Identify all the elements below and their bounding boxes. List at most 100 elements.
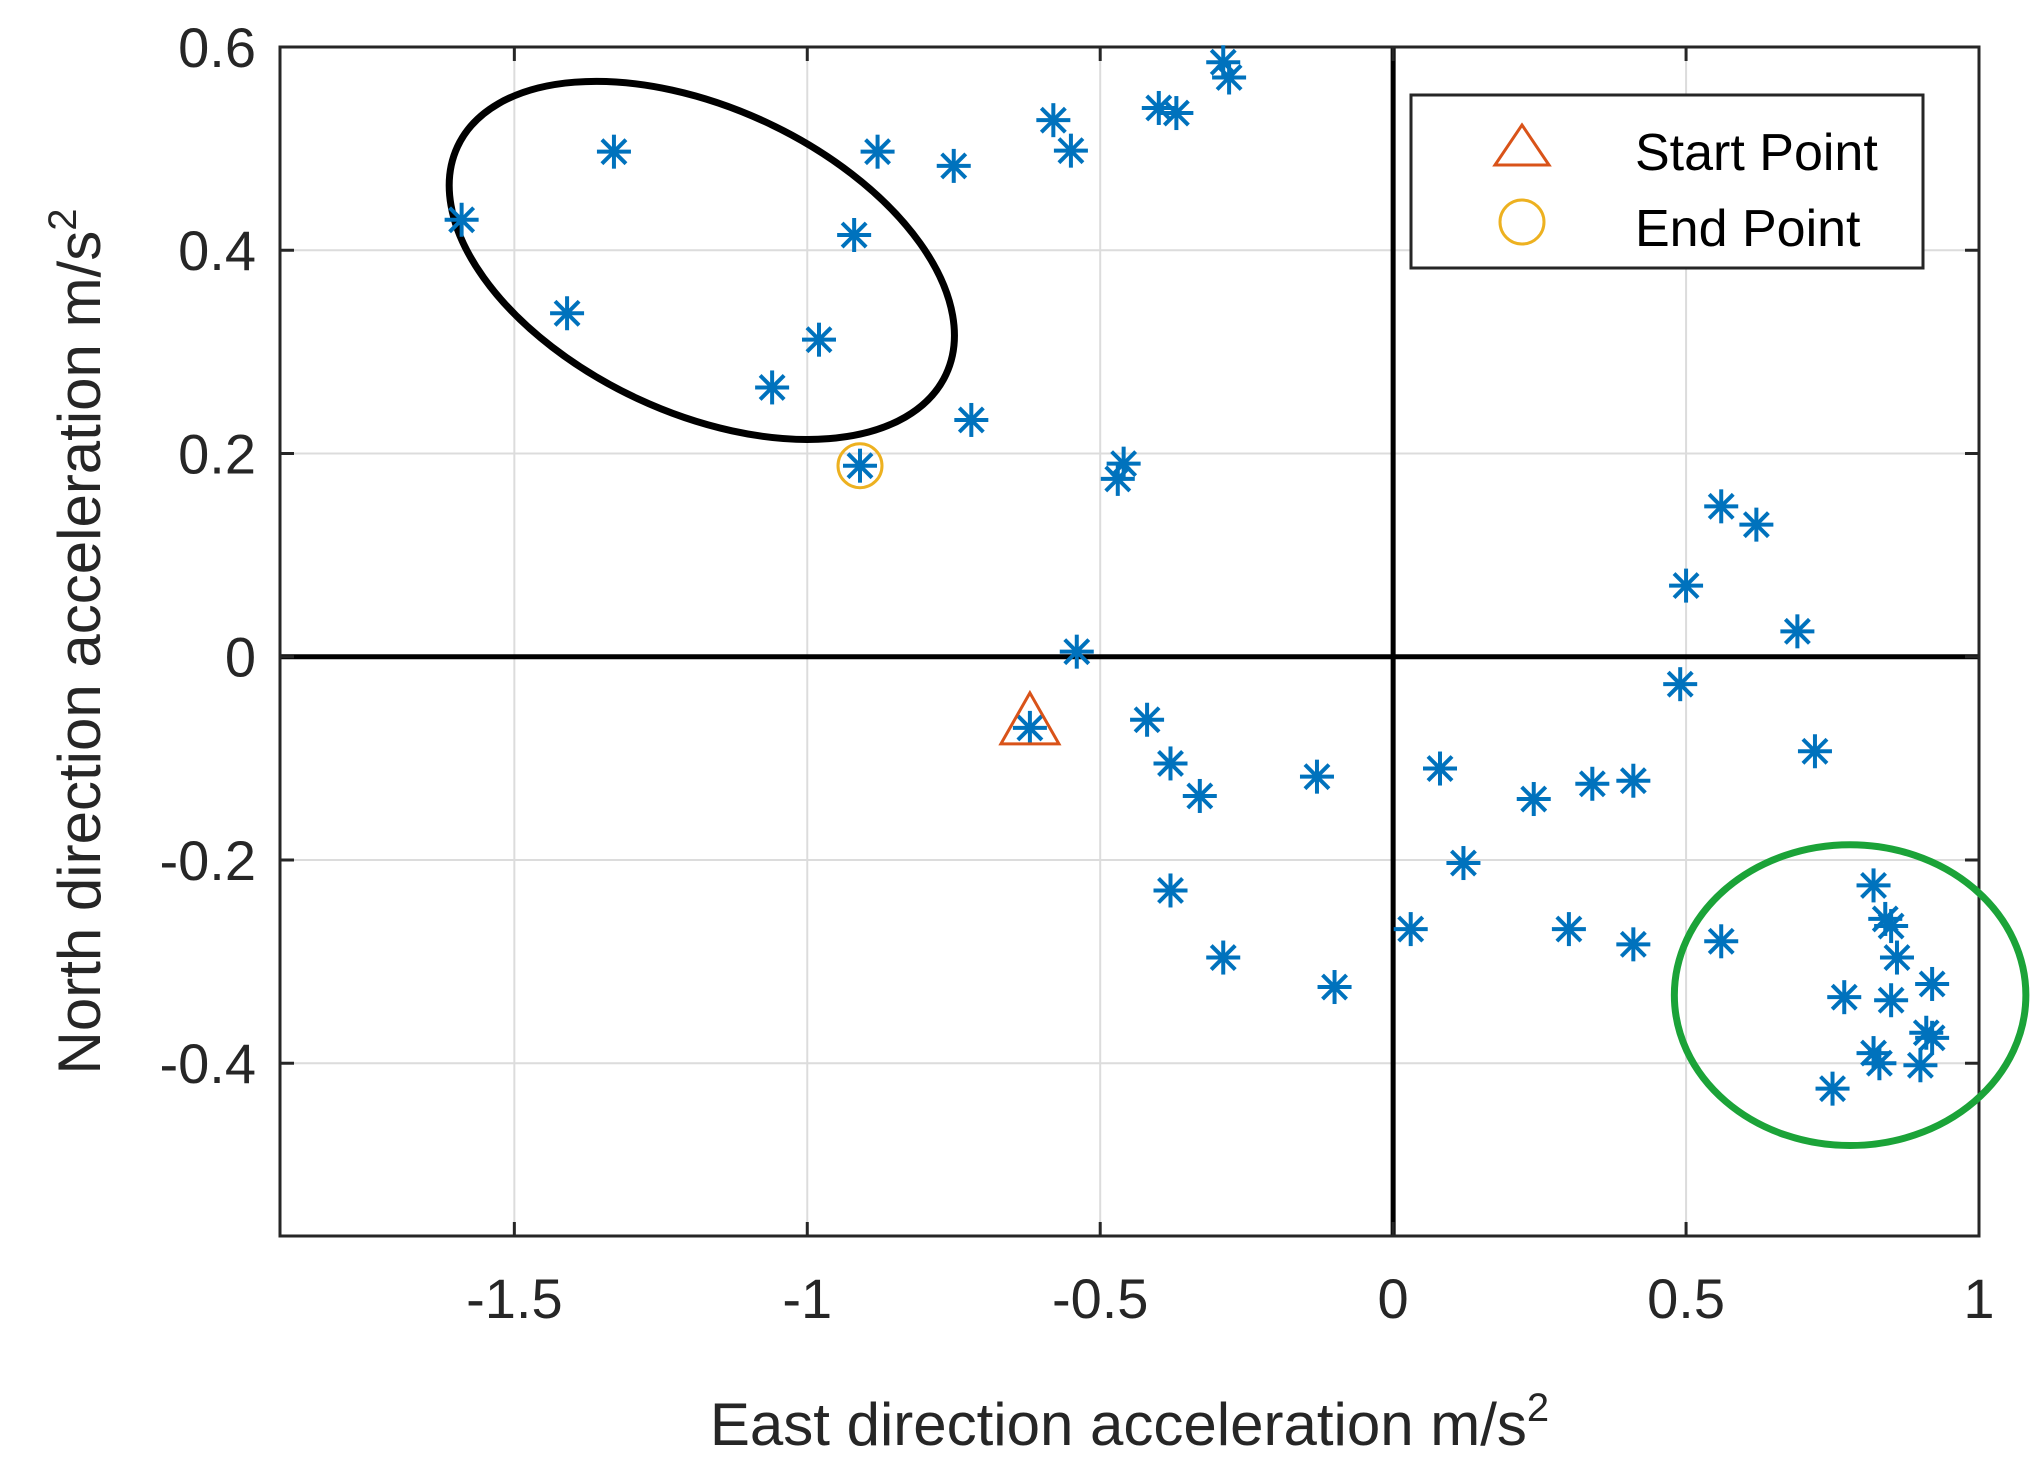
asterisk-stroke [1860, 1039, 1887, 1067]
asterisk-stroke [1619, 767, 1647, 795]
data-point-asterisk [1059, 634, 1094, 669]
y-tick-label: 0.4 [178, 219, 256, 282]
asterisk-stroke [1186, 782, 1214, 810]
data-point-asterisk [596, 134, 631, 169]
data-point-asterisk [1827, 980, 1862, 1015]
data-point-asterisk [1915, 966, 1950, 1001]
data-point-asterisk [1423, 751, 1458, 786]
asterisk-stroke [1321, 973, 1348, 1001]
data-point-asterisk [1879, 940, 1914, 975]
data-series-points [444, 45, 1950, 1106]
asterisk-stroke [1397, 915, 1425, 943]
data-point-asterisk [1815, 1071, 1850, 1106]
x-tick-label: -1 [782, 1267, 832, 1330]
data-point-asterisk [1106, 446, 1141, 481]
asterisk-stroke [1619, 930, 1647, 958]
x-tick-labels: -1.5 -1 -0.5 0 0.5 1 [466, 1267, 1994, 1330]
asterisk-stroke [1918, 970, 1946, 998]
y-tick-label: 0 [225, 626, 256, 689]
asterisk-stroke [840, 221, 868, 249]
asterisk-stroke [1801, 737, 1829, 765]
asterisk-stroke [600, 138, 628, 166]
asterisk-stroke [1133, 706, 1161, 734]
asterisk-stroke [1016, 714, 1044, 742]
data-point-asterisk [1575, 766, 1610, 801]
y-tick-label: 0.6 [178, 16, 256, 79]
data-point-asterisk [1797, 734, 1832, 769]
asterisk-stroke [1209, 48, 1237, 76]
y-axis-label: North direction acceleration m/s2 [41, 209, 113, 1075]
start-end-markers [836, 442, 1062, 746]
data-point-asterisk [1130, 702, 1165, 737]
asterisk-stroke [1450, 849, 1477, 877]
asterisk-stroke [553, 299, 581, 327]
asterisk-stroke [1555, 915, 1583, 943]
legend-box [1409, 93, 1925, 270]
data-point-asterisk [1182, 778, 1217, 813]
data-point-asterisk [801, 322, 836, 357]
data-point-asterisk [1551, 912, 1586, 947]
asterisk-stroke [1520, 785, 1548, 813]
cluster-annotations [445, 77, 2030, 1150]
plot-area-frame [278, 45, 1981, 1238]
y-tick-label: -0.4 [160, 1032, 257, 1095]
data-point-asterisk [1739, 507, 1774, 542]
asterisk-stroke [957, 406, 985, 434]
y-tick-label: -0.2 [160, 829, 257, 892]
asterisk-stroke [1104, 465, 1132, 493]
data-point-asterisk [1780, 614, 1815, 649]
data-point-asterisk [1212, 60, 1247, 95]
asterisk-stroke [940, 152, 968, 180]
asterisk-stroke [1145, 94, 1173, 122]
legend-triangle-icon [1492, 122, 1552, 167]
data-point-asterisk [1862, 1046, 1897, 1081]
legend-start-label: Start Point [1635, 124, 1878, 182]
data-point-asterisk [860, 134, 895, 169]
asterisk-stroke [1830, 983, 1858, 1011]
data-point-asterisk [1299, 759, 1334, 794]
data-point-asterisk [1903, 1048, 1938, 1083]
asterisk-stroke [1157, 750, 1184, 777]
data-point-asterisk [1206, 940, 1241, 975]
legend-entry-end: End Point [1498, 198, 1861, 258]
asterisk-stroke [1162, 99, 1190, 127]
asterisk-stroke [1209, 944, 1237, 971]
data-point-asterisk [1159, 96, 1194, 131]
asterisk-stroke [846, 452, 874, 480]
legend-circle-icon [1498, 198, 1546, 246]
asterisk-stroke [1860, 871, 1887, 899]
asterisk-stroke [1110, 450, 1138, 478]
data-point-asterisk [1874, 983, 1909, 1018]
data-point-asterisk [1663, 667, 1698, 702]
legend-end-label: End Point [1635, 200, 1861, 258]
y-tick-label: 0.2 [178, 422, 256, 485]
data-point-asterisk [1704, 924, 1739, 959]
data-point-asterisk [444, 202, 479, 237]
asterisk-stroke [1215, 64, 1243, 91]
cluster-ellipse-1 [445, 77, 958, 443]
x-axis-label-text: East direction acceleration m/s [710, 1391, 1527, 1458]
end-point-circle-marker [836, 442, 884, 490]
data-point-asterisk [837, 218, 872, 253]
data-point-asterisk [1915, 1020, 1950, 1055]
data-point-asterisk [1856, 868, 1891, 903]
start-point-triangle-marker [998, 689, 1062, 746]
y-axis-label-text: North direction acceleration m/s [46, 231, 113, 1075]
asterisk-stroke [1906, 1051, 1934, 1079]
x-axis-label-superscript: 2 [1527, 1386, 1549, 1430]
data-point-asterisk [550, 296, 585, 331]
data-point-asterisk [1874, 909, 1909, 944]
asterisk-stroke [1157, 877, 1184, 904]
data-point-asterisk [755, 370, 790, 405]
asterisk-stroke [758, 374, 786, 401]
asterisk-stroke [1783, 617, 1811, 645]
y-axis-label-superscript: 2 [41, 209, 85, 231]
legend: Start Point End Point [1409, 93, 1925, 270]
asterisk-stroke [1707, 492, 1735, 520]
asterisk-stroke [1666, 670, 1694, 698]
x-tick-label: -0.5 [1052, 1267, 1149, 1330]
data-point-asterisk [954, 402, 989, 437]
asterisk-stroke [1063, 638, 1091, 666]
legend-entry-start: Start Point [1492, 122, 1878, 182]
